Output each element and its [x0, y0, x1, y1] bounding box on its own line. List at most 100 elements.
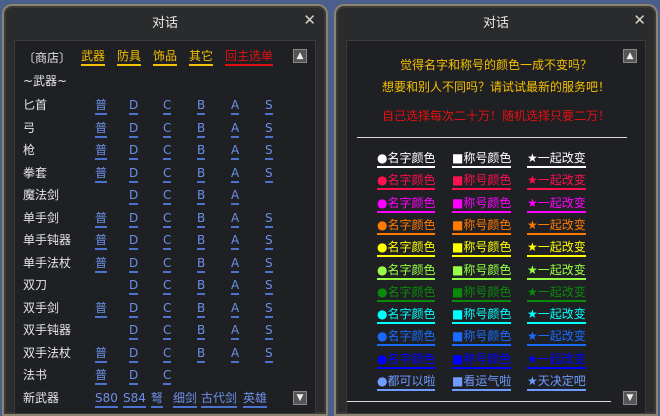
- both-color-link[interactable]: ★一起改变: [527, 151, 586, 168]
- grade-link-B[interactable]: B: [197, 211, 206, 228]
- title-color-link[interactable]: ■称号颜色: [452, 173, 512, 191]
- grade-link-B[interactable]: B: [197, 278, 206, 295]
- grade-link-S[interactable]: S: [265, 211, 273, 228]
- both-color-link[interactable]: ★一起改变: [527, 173, 586, 191]
- grade-link-A[interactable]: A: [231, 301, 240, 318]
- grade-link-D[interactable]: D: [129, 98, 139, 115]
- both-color-link[interactable]: ★一起改变: [527, 218, 586, 235]
- grade-link-B[interactable]: B: [197, 188, 206, 205]
- grade-link-A[interactable]: A: [231, 188, 240, 205]
- grade-link-S[interactable]: S: [265, 121, 273, 138]
- both-color-link[interactable]: ★一起改变: [527, 240, 586, 258]
- grade-link-普[interactable]: 普: [95, 233, 108, 250]
- grade-link-普[interactable]: 普: [95, 301, 108, 318]
- new-weapon-link[interactable]: 弩: [151, 391, 164, 408]
- grade-link-C[interactable]: C: [163, 346, 172, 363]
- grade-link-普[interactable]: 普: [95, 211, 108, 228]
- grade-link-普[interactable]: 普: [95, 256, 108, 273]
- grade-link-S[interactable]: S: [265, 98, 273, 115]
- close-icon[interactable]: ✕: [633, 11, 646, 29]
- grade-link-B[interactable]: B: [197, 256, 206, 273]
- grade-link-D[interactable]: D: [129, 256, 139, 273]
- name-color-link[interactable]: ●名字颜色: [377, 196, 436, 213]
- grade-link-A[interactable]: A: [231, 211, 240, 228]
- grade-link-D[interactable]: D: [129, 301, 139, 318]
- title-color-link[interactable]: ■称号颜色: [452, 307, 512, 325]
- name-color-link[interactable]: ●名字颜色: [377, 329, 436, 347]
- grade-link-A[interactable]: A: [231, 256, 240, 273]
- grade-link-S[interactable]: S: [265, 301, 273, 318]
- title-color-link[interactable]: ■称号颜色: [452, 285, 512, 302]
- grade-link-D[interactable]: D: [129, 188, 139, 205]
- grade-link-D[interactable]: D: [129, 121, 139, 138]
- name-color-link[interactable]: ●名字颜色: [377, 151, 436, 168]
- grade-link-普[interactable]: 普: [95, 166, 108, 183]
- grade-link-普[interactable]: 普: [95, 121, 108, 138]
- grade-link-D[interactable]: D: [129, 233, 139, 250]
- grade-link-普[interactable]: 普: [95, 368, 108, 385]
- new-weapon-link[interactable]: 细剑: [173, 391, 198, 408]
- grade-link-A[interactable]: A: [231, 233, 240, 250]
- grade-link-C[interactable]: C: [163, 188, 172, 205]
- tab-2[interactable]: 饰品: [153, 49, 178, 66]
- tab-0[interactable]: 武器: [81, 49, 106, 66]
- both-color-link[interactable]: ★一起改变: [527, 285, 586, 302]
- grade-link-B[interactable]: B: [197, 98, 206, 115]
- title-color-link[interactable]: ■看运气啦: [452, 374, 512, 391]
- grade-link-A[interactable]: A: [231, 143, 240, 160]
- name-color-link[interactable]: ●名字颜色: [377, 352, 436, 369]
- grade-link-S[interactable]: S: [265, 166, 273, 183]
- grade-link-S[interactable]: S: [265, 256, 273, 273]
- grade-link-A[interactable]: A: [231, 98, 240, 115]
- grade-link-S[interactable]: S: [265, 346, 273, 363]
- grade-link-B[interactable]: B: [197, 233, 206, 250]
- title-color-link[interactable]: ■称号颜色: [452, 218, 512, 235]
- grade-link-C[interactable]: C: [163, 143, 172, 160]
- grade-link-C[interactable]: C: [163, 278, 172, 295]
- close-icon[interactable]: ✕: [303, 11, 316, 29]
- tab-3[interactable]: 其它: [189, 49, 214, 66]
- grade-link-B[interactable]: B: [197, 346, 206, 363]
- new-weapon-link[interactable]: S84: [123, 391, 146, 408]
- grade-link-D[interactable]: D: [129, 143, 139, 160]
- name-color-link[interactable]: ●名字颜色: [377, 285, 436, 302]
- title-color-link[interactable]: ■称号颜色: [452, 151, 512, 168]
- grade-link-B[interactable]: B: [197, 301, 206, 318]
- grade-link-C[interactable]: C: [163, 301, 172, 318]
- title-color-link[interactable]: ■称号颜色: [452, 329, 512, 347]
- grade-link-D[interactable]: D: [129, 278, 139, 295]
- name-color-link[interactable]: ●都可以啦: [377, 374, 436, 391]
- grade-link-A[interactable]: A: [231, 323, 240, 340]
- title-color-link[interactable]: ■称号颜色: [452, 352, 512, 369]
- grade-link-A[interactable]: A: [231, 166, 240, 183]
- grade-link-S[interactable]: S: [265, 143, 273, 160]
- grade-link-D[interactable]: D: [129, 368, 139, 385]
- new-weapon-link[interactable]: 英雄: [243, 391, 268, 408]
- grade-link-C[interactable]: C: [163, 323, 172, 340]
- grade-link-S[interactable]: S: [265, 323, 273, 340]
- grade-link-B[interactable]: B: [197, 121, 206, 138]
- grade-link-C[interactable]: C: [163, 98, 172, 115]
- name-color-link[interactable]: ●名字颜色: [377, 263, 436, 280]
- name-color-link[interactable]: ●名字颜色: [377, 218, 436, 235]
- tab-1[interactable]: 防具: [117, 49, 142, 66]
- both-color-link[interactable]: ★一起改变: [527, 307, 586, 325]
- name-color-link[interactable]: ●名字颜色: [377, 173, 436, 191]
- grade-link-D[interactable]: D: [129, 323, 139, 340]
- new-weapon-link[interactable]: 古代剑: [201, 391, 238, 408]
- grade-link-C[interactable]: C: [163, 121, 172, 138]
- grade-link-A[interactable]: A: [231, 278, 240, 295]
- grade-link-S[interactable]: S: [265, 278, 273, 295]
- grade-link-普[interactable]: 普: [95, 143, 108, 160]
- grade-link-A[interactable]: A: [231, 121, 240, 138]
- grade-link-C[interactable]: C: [163, 166, 172, 183]
- scroll-up-button[interactable]: ▲: [623, 49, 637, 63]
- both-color-link[interactable]: ★天决定吧: [527, 374, 586, 391]
- grade-link-C[interactable]: C: [163, 233, 172, 250]
- grade-link-普[interactable]: 普: [95, 346, 108, 363]
- grade-link-D[interactable]: D: [129, 166, 139, 183]
- grade-link-B[interactable]: B: [197, 323, 206, 340]
- both-color-link[interactable]: ★一起改变: [527, 263, 586, 280]
- title-color-link[interactable]: ■称号颜色: [452, 240, 512, 258]
- name-color-link[interactable]: ●名字颜色: [377, 307, 436, 325]
